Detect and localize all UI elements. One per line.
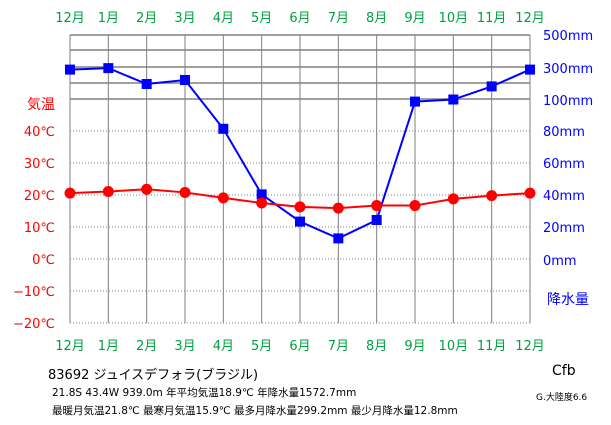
temperature-tick-label: 40℃ xyxy=(24,125,55,140)
temperature-point xyxy=(102,185,114,197)
temperature-point xyxy=(179,186,191,198)
temperature-tick-label: 20℃ xyxy=(24,189,55,204)
precipitation-tick-label: 60mm xyxy=(543,157,585,172)
month-label-top: 12月 xyxy=(55,11,85,26)
precipitation-point xyxy=(333,233,344,244)
temperature-tick-label: −20℃ xyxy=(13,317,55,332)
precipitation-point xyxy=(410,96,420,107)
x-axis-bottom-labels: 12月 1月 2月 3月 4月 5月 6月 7月 8月 9月 10月 11月 12月 xyxy=(55,339,545,354)
temperature-point xyxy=(217,192,229,204)
station-info-line2: 最暖月気温21.8℃ 最寒月気温15.9℃ 最多月降水量299.2mm 最少月降… xyxy=(52,405,458,417)
temperature-point xyxy=(524,187,536,199)
temperature-point xyxy=(486,190,498,202)
continentality: G.大陸度6.6 xyxy=(536,393,588,403)
station-title: 83692 ジュイスデフォラ(ブラジル) xyxy=(48,368,259,383)
month-label-top: 4月 xyxy=(213,11,234,26)
month-label-bottom: 8月 xyxy=(366,339,387,354)
precipitation-tick-label: 40mm xyxy=(543,189,585,204)
month-label-bottom: 1月 xyxy=(98,339,119,354)
precipitation-tick-label: 300mm xyxy=(543,62,593,77)
month-label-bottom: 6月 xyxy=(289,339,310,354)
precipitation-point xyxy=(141,79,152,89)
station-info-line1: 21.8S 43.4W 939.0m 年平均気温18.9℃ 年降水量1572.7… xyxy=(52,387,357,399)
temperature-axis-title: 気温 xyxy=(27,97,55,113)
precipitation-tick-label: 80mm xyxy=(543,125,585,140)
temperature-series xyxy=(64,183,536,214)
precipitation-point xyxy=(448,94,459,105)
precipitation-series xyxy=(65,63,535,244)
month-label-top: 6月 xyxy=(289,11,310,26)
month-label-bottom: 9月 xyxy=(404,339,425,354)
temperature-tick-label: 30℃ xyxy=(24,157,55,172)
month-label-top: 7月 xyxy=(328,11,349,26)
month-label-bottom: 2月 xyxy=(136,339,157,354)
temperature-point xyxy=(141,183,153,195)
x-axis-top-labels: 12月 1月 2月 3月 4月 5月 6月 7月 8月 9月 10月 11月 12月 xyxy=(55,11,545,26)
precipitation-point xyxy=(103,63,114,74)
month-label-bottom: 5月 xyxy=(251,339,272,354)
precipitation-point xyxy=(218,123,229,134)
month-label-bottom: 4月 xyxy=(213,339,234,354)
precipitation-tick-label: 500mm xyxy=(543,29,593,44)
precipitation-point xyxy=(295,216,305,227)
precipitation-point xyxy=(525,64,535,75)
month-label-bottom: 12月 xyxy=(55,339,85,354)
precipitation-tick-label: 20mm xyxy=(543,221,585,236)
month-label-top: 3月 xyxy=(174,11,195,26)
temperature-point xyxy=(371,200,383,212)
temperature-point xyxy=(294,201,306,213)
precipitation-axis-labels: 500mm 300mm 100mm 80mm 60mm 40mm 20mm 0mm 降水量 xyxy=(543,29,593,308)
temperature-tick-label: −10℃ xyxy=(13,285,55,300)
precipitation-tick-label: 0mm xyxy=(543,254,577,269)
climate-class: Cfb xyxy=(552,363,576,379)
temperature-tick-label: 10℃ xyxy=(24,221,55,236)
month-label-top: 8月 xyxy=(366,11,387,26)
month-label-top: 12月 xyxy=(515,11,545,26)
temperature-point xyxy=(256,197,268,209)
month-label-top: 9月 xyxy=(404,11,425,26)
month-label-top: 10月 xyxy=(439,11,469,26)
precipitation-axis-title: 降水量 xyxy=(547,292,589,308)
month-label-top: 2月 xyxy=(136,11,157,26)
temperature-tick-label: 0℃ xyxy=(32,253,55,268)
precipitation-point xyxy=(256,189,267,200)
grid-lines xyxy=(69,34,531,324)
precipitation-point xyxy=(371,215,382,225)
precipitation-tick-label: 100mm xyxy=(543,94,593,109)
temperature-point xyxy=(447,193,459,205)
temperature-point xyxy=(332,202,344,214)
month-label-bottom: 12月 xyxy=(515,339,545,354)
month-label-bottom: 7月 xyxy=(328,339,349,354)
month-label-top: 1月 xyxy=(98,11,119,26)
month-label-bottom: 11月 xyxy=(477,339,507,354)
month-label-bottom: 3月 xyxy=(174,339,195,354)
temperature-point xyxy=(64,187,76,199)
month-label-top: 11月 xyxy=(477,11,507,26)
month-label-bottom: 10月 xyxy=(439,339,469,354)
precipitation-point xyxy=(65,64,75,75)
month-label-top: 5月 xyxy=(251,11,272,26)
temperature-axis-labels: 気温 40℃ 30℃ 20℃ 10℃ 0℃ −10℃ −20℃ xyxy=(13,97,55,332)
precipitation-point xyxy=(180,75,190,85)
temperature-point xyxy=(409,200,421,212)
precipitation-point xyxy=(486,81,497,92)
